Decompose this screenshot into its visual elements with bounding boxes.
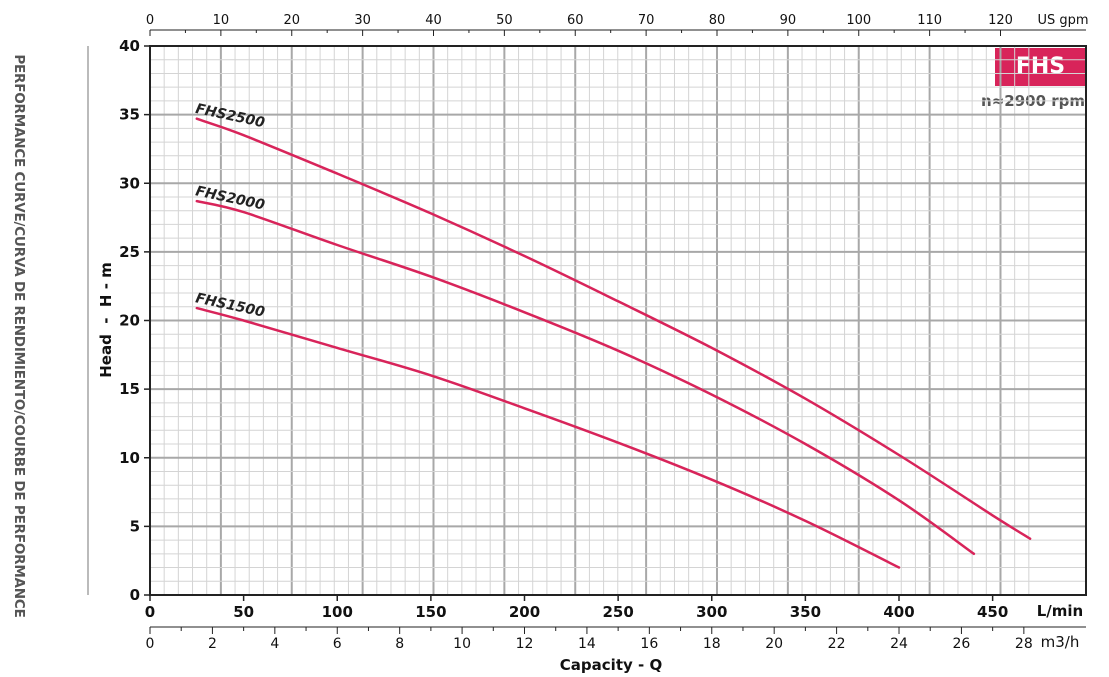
x-axis-tick-label: 200 bbox=[509, 603, 540, 621]
model-badge: FHS bbox=[995, 48, 1086, 86]
x2-axis-tick-label: 12 bbox=[516, 636, 534, 652]
x2-axis-tick-label: 0 bbox=[146, 636, 155, 652]
top-axis-tick-label: 110 bbox=[917, 13, 942, 28]
top-axis-tick-label: 60 bbox=[567, 13, 584, 28]
top-axis-tick-label: 100 bbox=[846, 13, 871, 28]
x2-axis-tick-label: 26 bbox=[953, 636, 971, 652]
grid bbox=[150, 46, 1086, 595]
y-axis-tick-label: 5 bbox=[130, 517, 140, 535]
x-axis-tick-label: 50 bbox=[233, 603, 254, 621]
series-line-fhs2500 bbox=[195, 117, 1032, 540]
top-axis-tick-label: 40 bbox=[425, 13, 442, 28]
series-line-fhs2000 bbox=[195, 199, 976, 556]
top-axis: 0 10 20 30 40 50 60 70 80 90 100 110 120 bbox=[146, 13, 1086, 36]
top-axis-tick-label: 80 bbox=[709, 13, 726, 28]
y-axis-tick-label: 0 bbox=[130, 586, 140, 604]
x2-axis-tick-label: 2 bbox=[208, 636, 217, 652]
y-axis-tick-label: 40 bbox=[119, 37, 140, 55]
top-axis-tick-label: 30 bbox=[354, 13, 371, 28]
x2-axis-tick-label: 4 bbox=[270, 636, 279, 652]
x-axis-unit: L/min bbox=[1037, 602, 1084, 620]
x2-axis-tick-label: 10 bbox=[453, 636, 471, 652]
y-axis-tick-label: 15 bbox=[119, 380, 140, 398]
x-axis-label: Capacity - Q bbox=[560, 656, 662, 674]
x2-axis-tick-label: 20 bbox=[765, 636, 783, 652]
top-axis-tick-label: 10 bbox=[213, 13, 230, 28]
x2-axis-tick-label: 14 bbox=[578, 636, 596, 652]
top-axis-tick-label: 120 bbox=[988, 13, 1013, 28]
series-line-fhs1500 bbox=[195, 306, 901, 569]
x-axis-tick-label: 100 bbox=[322, 603, 353, 621]
x-axis-tick-label: 150 bbox=[415, 603, 446, 621]
x2-axis-tick-label: 28 bbox=[1015, 636, 1033, 652]
y-axis-tick-label: 20 bbox=[119, 312, 140, 330]
x-axis-tick-label: 0 bbox=[145, 603, 155, 621]
top-axis-tick-label: 0 bbox=[146, 13, 154, 28]
y-axis: 0 5 10 15 20 25 30 35 40 bbox=[119, 37, 150, 604]
x-axis-tick-label: 300 bbox=[696, 603, 727, 621]
series-label-fhs2500: FHS2500 bbox=[194, 101, 266, 131]
x2-axis-tick-label: 22 bbox=[828, 636, 846, 652]
x2-axis-unit: m3/h bbox=[1041, 633, 1080, 651]
top-axis-unit: US gpm bbox=[1037, 13, 1088, 28]
x-axis: 0 50 100 150 200 250 300 350 400 450 bbox=[145, 595, 1008, 621]
x-axis-tick-label: 350 bbox=[790, 603, 821, 621]
x2-axis-tick-label: 16 bbox=[640, 636, 658, 652]
y-axis-tick-label: 30 bbox=[119, 174, 140, 192]
x2-axis-tick-label: 8 bbox=[395, 636, 404, 652]
x2-axis-tick-label: 18 bbox=[703, 636, 721, 652]
top-axis-tick-label: 50 bbox=[496, 13, 513, 28]
x-axis-tick-label: 250 bbox=[602, 603, 633, 621]
x2-axis: 0 2 4 6 8 10 12 14 16 18 20 22 24 26 28 bbox=[146, 626, 1086, 652]
x-axis-tick-label: 400 bbox=[883, 603, 914, 621]
x2-axis-tick-label: 24 bbox=[890, 636, 908, 652]
x2-axis-tick-label: 6 bbox=[333, 636, 342, 652]
y-axis-tick-label: 25 bbox=[119, 243, 140, 261]
y-axis-tick-label: 35 bbox=[119, 106, 140, 124]
y-axis-label: Head - H - m bbox=[97, 262, 115, 378]
y-axis-tick-label: 10 bbox=[119, 449, 140, 467]
top-axis-tick-label: 70 bbox=[638, 13, 655, 28]
top-axis-tick-label: 90 bbox=[780, 13, 797, 28]
top-axis-tick-label: 20 bbox=[283, 13, 300, 28]
x-axis-tick-label: 450 bbox=[977, 603, 1008, 621]
